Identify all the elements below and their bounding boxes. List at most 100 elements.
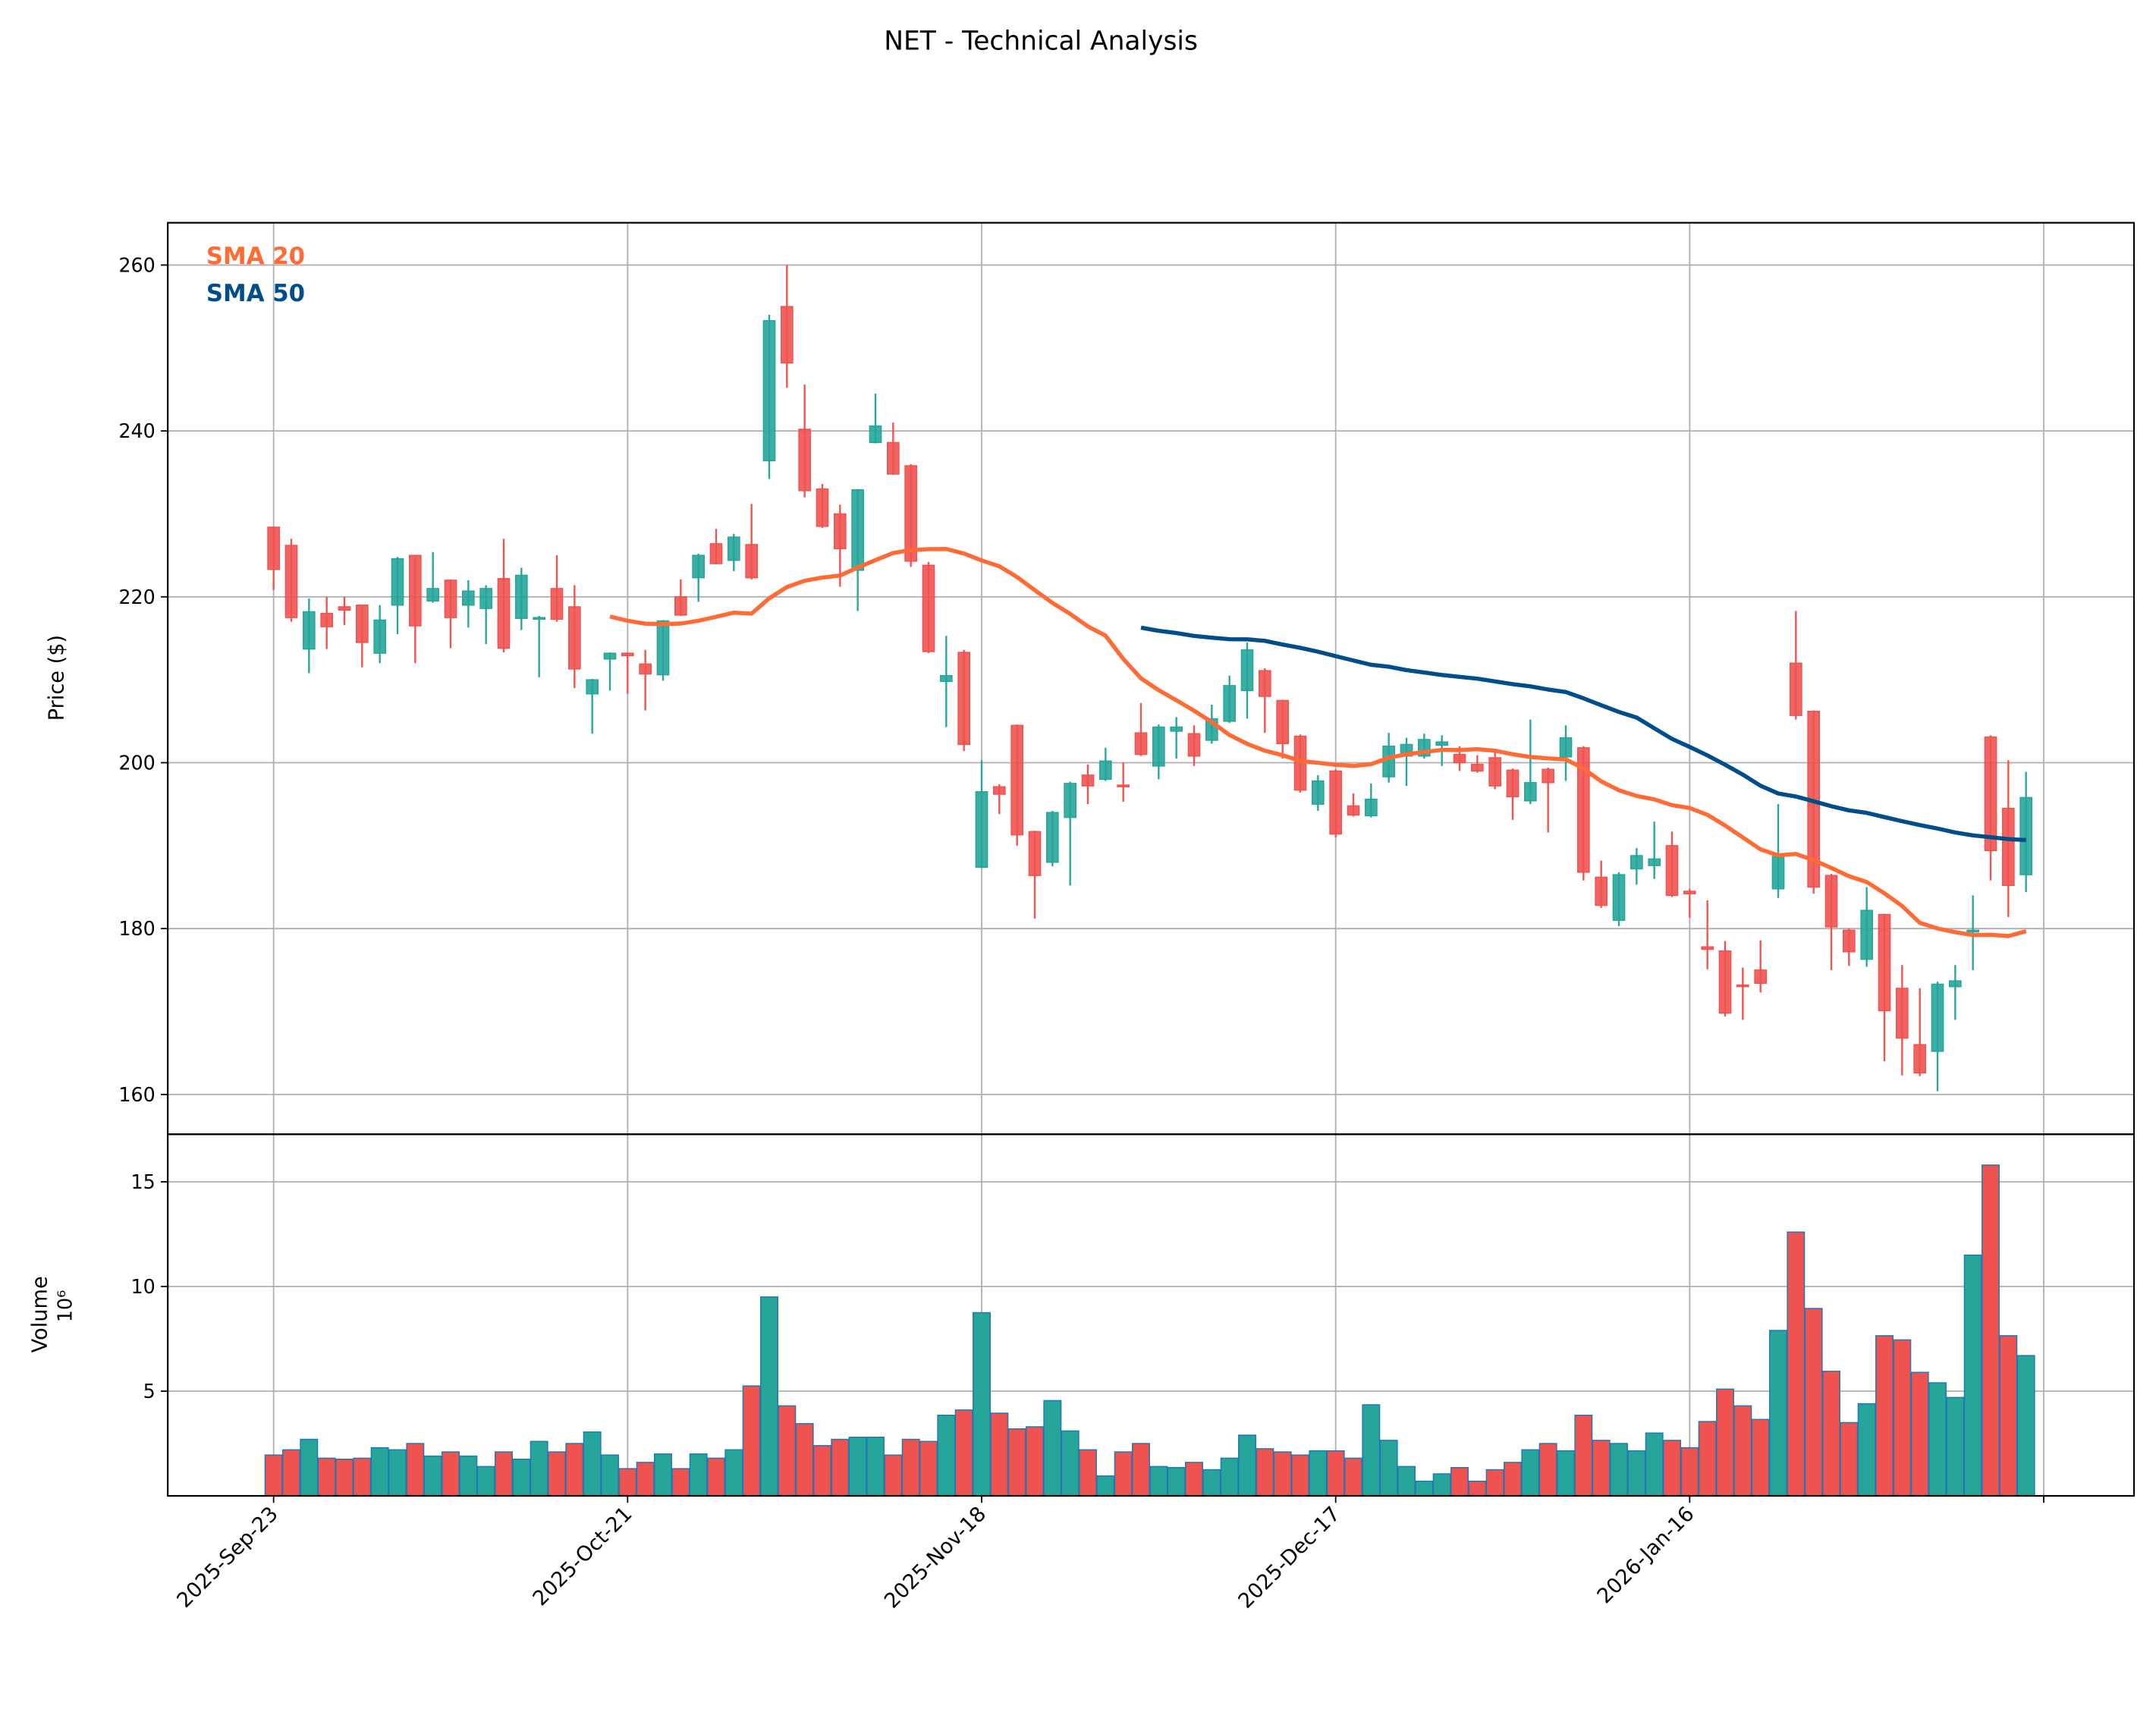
candle-body: [1984, 736, 1997, 852]
volume-bar: [1804, 1308, 1823, 1497]
candle-body: [1630, 855, 1643, 870]
volume-bar: [406, 1443, 425, 1497]
candle-body: [1081, 774, 1095, 787]
volume-bar: [1574, 1415, 1593, 1497]
volume-bar: [724, 1449, 743, 1497]
candle-body: [567, 606, 581, 670]
volume-bar: [1663, 1440, 1681, 1497]
volume-bar: [1149, 1466, 1168, 1497]
volume-bar: [884, 1454, 903, 1497]
candle-body: [745, 544, 758, 579]
candle-body: [1842, 929, 1856, 953]
candle-body: [1347, 805, 1360, 816]
candle-body: [1913, 1044, 1927, 1074]
volume-bar: [1645, 1432, 1664, 1497]
volume-tick-label: 10: [131, 1275, 156, 1298]
volume-bar: [282, 1449, 300, 1497]
volume-axis-label: Volume: [29, 1276, 52, 1352]
volume-bar: [1875, 1335, 1894, 1497]
volume-bar: [1432, 1473, 1451, 1497]
volume-bar: [1946, 1396, 1965, 1497]
candle-body: [461, 590, 475, 606]
candle-body: [1311, 780, 1325, 805]
candle-body: [1488, 757, 1502, 787]
sma-50-line: [1140, 625, 2026, 843]
candle-body: [1506, 769, 1520, 798]
volume-bar: [1627, 1450, 1646, 1497]
volume-bar: [1733, 1405, 1752, 1497]
volume-bar: [795, 1423, 814, 1497]
candle-body: [1364, 798, 1378, 817]
volume-bar: [1521, 1449, 1540, 1497]
volume-tick-label: 5: [143, 1380, 156, 1403]
candle-body: [957, 652, 970, 746]
volume-bar: [1787, 1231, 1806, 1497]
candle-body: [1152, 726, 1165, 767]
legend-sma50: SMA 50: [206, 280, 305, 307]
volume-bar: [1043, 1400, 1062, 1497]
volume-bar: [548, 1451, 566, 1497]
candle-body: [426, 588, 439, 602]
volume-bar: [813, 1445, 831, 1497]
candle-body: [1789, 662, 1802, 716]
candle-body: [603, 652, 617, 660]
candle-body: [320, 612, 333, 627]
volume-bar: [1557, 1450, 1575, 1497]
volume-bar: [476, 1466, 495, 1497]
candle-body: [1117, 784, 1130, 787]
volume-bar: [990, 1412, 1009, 1497]
candle-body: [1028, 831, 1042, 876]
volume-bar: [1893, 1339, 1912, 1497]
candle-body: [338, 606, 351, 611]
candle-body: [1542, 768, 1555, 784]
volume-bar: [901, 1438, 920, 1497]
volume-bar: [1538, 1443, 1557, 1497]
candle-body: [639, 663, 652, 675]
candle-body: [1665, 845, 1679, 897]
candle-body: [1771, 856, 1785, 890]
volume-bar: [1291, 1454, 1309, 1497]
volume-bar: [973, 1312, 991, 1497]
volume-bar: [1910, 1371, 1929, 1497]
candle-body: [1098, 760, 1112, 781]
candle-body: [373, 619, 386, 654]
candle-body: [408, 554, 422, 627]
volume-bar: [1238, 1434, 1256, 1497]
volume-bar: [919, 1440, 938, 1497]
volume-bar: [530, 1440, 548, 1497]
candle-body: [762, 319, 776, 462]
candle-body: [1895, 988, 1909, 1039]
candle-body: [497, 578, 511, 649]
price-tick-label: 260: [118, 253, 155, 276]
volume-bar: [1504, 1462, 1522, 1497]
candle-body: [1966, 929, 1980, 933]
candle-body: [1860, 909, 1874, 960]
candle-body: [1718, 950, 1732, 1014]
volume-bar: [495, 1451, 513, 1497]
volume-bar: [1114, 1451, 1133, 1497]
candle-body: [533, 617, 545, 620]
volume-offset-label: 10⁶: [53, 1290, 76, 1322]
candle-body: [586, 679, 599, 695]
candle-body: [816, 488, 829, 527]
volume-bar: [1309, 1450, 1328, 1497]
price-grid: [168, 222, 2134, 1135]
volume-bar: [1840, 1422, 1859, 1497]
volume-panel-frame: [167, 1133, 2136, 1497]
volume-bar: [1450, 1467, 1469, 1497]
volume-axis: 5 10 15: [131, 1170, 168, 1403]
volume-bar: [335, 1459, 354, 1497]
candle-body: [1576, 747, 1590, 873]
volume-bar: [1397, 1466, 1416, 1497]
volume-bar: [1079, 1449, 1097, 1497]
price-tick-label: 240: [118, 419, 155, 442]
candle-body: [886, 441, 900, 475]
candle-body: [2001, 807, 2015, 887]
volume-bar: [1485, 1469, 1504, 1497]
candle-body: [1276, 699, 1290, 745]
candle-body: [975, 791, 988, 868]
volume-bar: [442, 1451, 460, 1497]
candle-body: [851, 489, 864, 571]
candle-body: [391, 558, 404, 606]
